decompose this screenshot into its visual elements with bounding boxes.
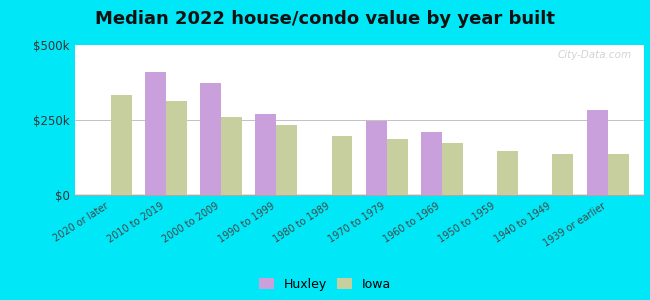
Text: 1970 to 1979: 1970 to 1979: [326, 201, 387, 244]
Bar: [552, 154, 573, 195]
Bar: [255, 114, 276, 195]
Bar: [166, 100, 187, 195]
Bar: [366, 121, 387, 195]
Text: 2010 to 2019: 2010 to 2019: [106, 201, 166, 244]
Bar: [276, 124, 297, 195]
Text: 2020 or later: 2020 or later: [52, 201, 110, 244]
Bar: [421, 132, 442, 195]
Text: 1990 to 1999: 1990 to 1999: [216, 201, 276, 244]
Bar: [200, 82, 221, 195]
Bar: [332, 136, 352, 195]
Text: 1950 to 1959: 1950 to 1959: [437, 201, 497, 244]
Bar: [442, 142, 463, 195]
Bar: [497, 151, 518, 195]
Text: 1960 to 1969: 1960 to 1969: [382, 201, 442, 244]
Text: Median 2022 house/condo value by year built: Median 2022 house/condo value by year bu…: [95, 11, 555, 28]
Text: 1980 to 1989: 1980 to 1989: [272, 201, 332, 244]
Bar: [221, 117, 242, 195]
Bar: [608, 154, 629, 195]
Text: 1939 or earlier: 1939 or earlier: [541, 201, 608, 248]
Bar: [587, 110, 608, 195]
Legend: Huxley, Iowa: Huxley, Iowa: [259, 278, 391, 291]
Bar: [387, 139, 408, 195]
Text: City-Data.com: City-Data.com: [558, 50, 632, 59]
Text: 1940 to 1949: 1940 to 1949: [493, 201, 552, 244]
Bar: [145, 72, 166, 195]
Text: 2000 to 2009: 2000 to 2009: [161, 201, 221, 244]
Bar: [111, 94, 131, 195]
